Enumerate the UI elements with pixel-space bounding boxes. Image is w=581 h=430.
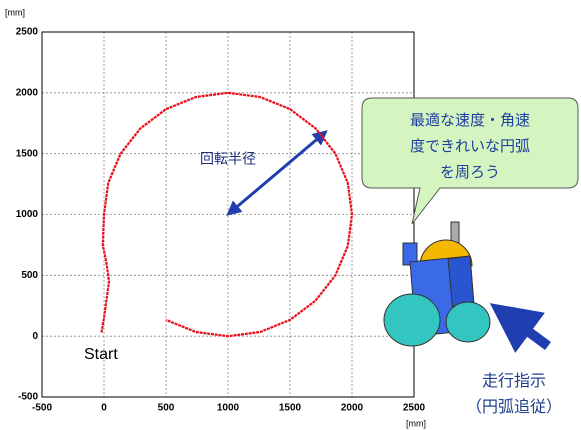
x-tick-label: 1000 [217, 403, 240, 414]
radius-arrow [226, 130, 328, 216]
x-tick-label: 2500 [403, 403, 426, 414]
y-tick-label: 1500 [16, 148, 39, 159]
y-unit: [mm] [5, 7, 25, 17]
robot [383, 221, 491, 347]
x-tick-label: 2000 [341, 403, 364, 414]
y-tick-label: -500 [18, 392, 38, 403]
bubble-line: 最適な速度・角速 [410, 111, 530, 129]
command-arrow [489, 303, 551, 353]
x-tick-label: 1500 [279, 403, 302, 414]
y-tick-label: 0 [32, 331, 38, 342]
command-line: 走行指示 [482, 372, 546, 390]
bubble-line: 度できれいな円弧 [410, 138, 530, 155]
bubble-line: を周ろう [440, 164, 500, 181]
y-tick-label: 500 [21, 270, 38, 281]
x-unit: [mm] [406, 418, 426, 428]
x-tick-label: -500 [32, 403, 52, 414]
start-label: Start [84, 346, 118, 363]
y-tick-label: 2500 [16, 27, 39, 38]
trajectory [100, 91, 354, 338]
radius-label: 回転半径 [200, 151, 256, 167]
x-tick-label: 0 [101, 403, 107, 414]
y-tick-label: 2000 [16, 87, 39, 98]
x-tick-label: 500 [158, 403, 175, 414]
command-line: （円弧追従） [466, 398, 562, 416]
speech-bubble [361, 97, 579, 225]
y-tick-label: 1000 [16, 209, 39, 220]
